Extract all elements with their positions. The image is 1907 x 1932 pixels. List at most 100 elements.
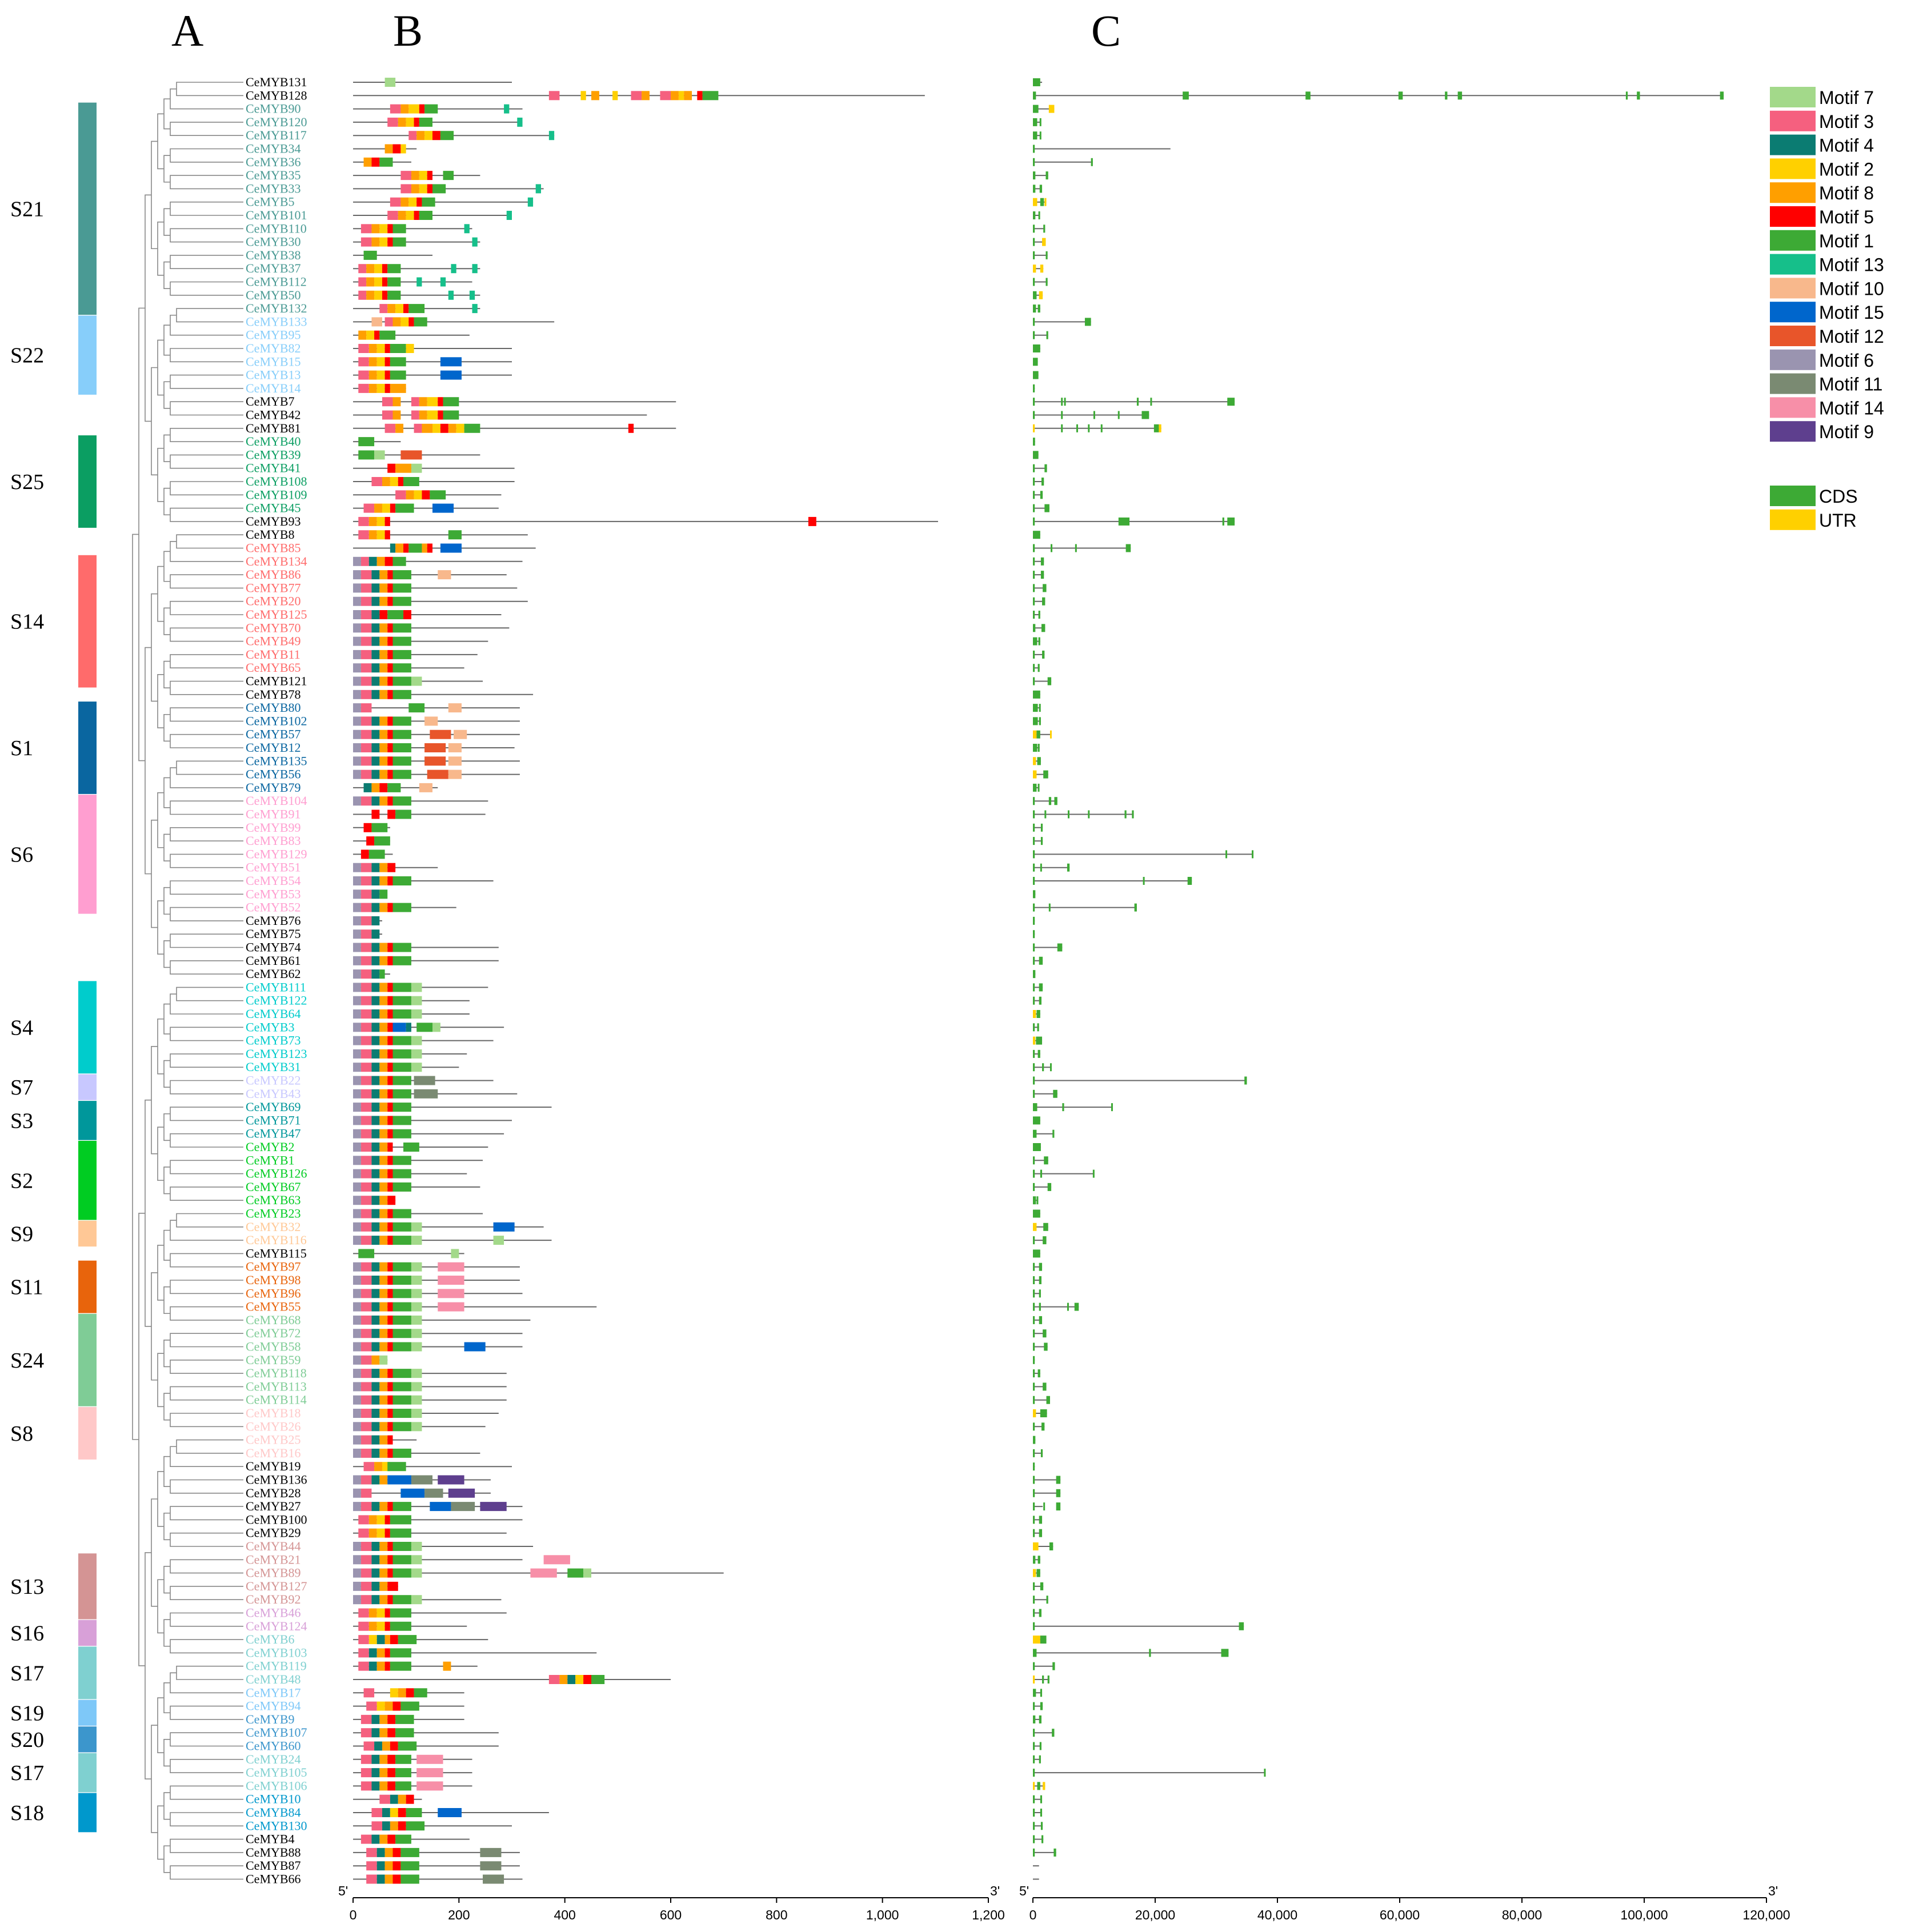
tree-branch — [170, 454, 243, 469]
motif-row — [353, 1648, 597, 1658]
cds-block — [1037, 304, 1040, 313]
cds-block — [1033, 1729, 1035, 1737]
cds-block — [1033, 983, 1035, 992]
cds-block — [1141, 411, 1149, 419]
gene-label: CeMYB69 — [246, 1100, 301, 1114]
motif-box — [493, 1222, 515, 1232]
gene-label: CeMYB5 — [246, 195, 295, 209]
structure-row — [1033, 198, 1047, 206]
gene-label: CeMYB102 — [246, 714, 307, 728]
tree-branch — [163, 1512, 170, 1541]
gene-label: CeMYB116 — [246, 1233, 307, 1247]
motif-box — [392, 623, 411, 633]
motif-box — [376, 530, 385, 540]
cds-block — [1040, 1449, 1043, 1457]
gene-label: CeMYB74 — [246, 940, 301, 955]
motif-box — [379, 224, 388, 234]
motif-box — [360, 796, 372, 806]
motif-row — [353, 1276, 520, 1285]
structure-row — [1033, 1516, 1043, 1524]
tree-branch — [157, 674, 164, 728]
motif-box — [371, 1382, 380, 1392]
gene-label: CeMYB130 — [246, 1818, 307, 1833]
motif-box — [384, 1861, 393, 1871]
motif-box — [360, 1063, 372, 1072]
motif-box — [353, 1209, 361, 1218]
motif-box — [697, 91, 703, 101]
cds-block — [1033, 238, 1035, 246]
cds-block — [1040, 1169, 1043, 1178]
motif-box — [443, 410, 459, 420]
motif-row — [353, 1156, 483, 1165]
motif-box — [392, 996, 411, 1005]
motif-row — [353, 663, 464, 673]
motif-box — [379, 1156, 388, 1165]
tree-branch — [163, 833, 170, 861]
motif-box — [406, 211, 414, 220]
motif-row — [353, 1329, 523, 1338]
gene-label: CeMYB118 — [246, 1366, 307, 1380]
motif-box — [371, 1754, 380, 1764]
cds-block — [1221, 1649, 1229, 1657]
gene-label: CeMYB16 — [246, 1446, 301, 1460]
subgroup-label: S8 — [10, 1422, 33, 1446]
cds-block — [1033, 1302, 1035, 1311]
tree-branch — [163, 1792, 170, 1820]
cds-block — [1033, 318, 1035, 326]
structure-row — [1033, 916, 1035, 925]
motif-box — [371, 1542, 380, 1551]
cds-block — [1039, 1262, 1043, 1271]
cds-block — [1033, 1702, 1035, 1710]
motif-box — [379, 676, 388, 686]
structure-row — [1033, 1502, 1061, 1511]
structure-row — [1033, 597, 1045, 606]
cds-block — [1036, 730, 1040, 739]
motif-row — [353, 304, 480, 314]
tree-branch — [170, 1253, 243, 1268]
utr-block — [1033, 1569, 1036, 1577]
cds-block — [1033, 78, 1040, 86]
motif-box — [353, 956, 361, 965]
motif-box — [360, 1595, 372, 1605]
cds-block — [1124, 810, 1127, 819]
panel-letter-c: C — [1091, 6, 1121, 55]
cds-block — [1153, 424, 1159, 432]
motif-box — [360, 756, 372, 766]
gene-label: CeMYB136 — [246, 1473, 307, 1487]
cds-block — [1053, 1848, 1056, 1857]
motif-box — [411, 1236, 422, 1245]
cds-block — [1043, 770, 1048, 779]
cds-block — [1043, 584, 1047, 592]
tree-branch — [170, 680, 243, 695]
structure-row — [1033, 1662, 1055, 1670]
cds-block — [1037, 1556, 1040, 1564]
motif-row — [353, 610, 502, 619]
motif-box — [480, 1847, 502, 1857]
structure-row — [1033, 264, 1044, 273]
motif-box — [408, 543, 422, 553]
tree-branch — [163, 660, 170, 688]
motif-box — [387, 1781, 396, 1791]
motif-row — [353, 144, 417, 154]
motif-box — [371, 676, 380, 686]
motif-box — [387, 1182, 393, 1192]
subgroup-bar — [78, 1726, 97, 1753]
motif-row — [353, 1581, 398, 1591]
cds-block — [1222, 517, 1224, 526]
motif-box — [360, 1488, 372, 1498]
gene-label: CeMYB21 — [246, 1552, 301, 1566]
motif-box — [387, 1262, 393, 1272]
motif-row — [353, 809, 486, 819]
motif-box — [408, 703, 425, 713]
motif-box — [392, 1315, 411, 1325]
motif-box — [387, 1156, 393, 1165]
motif-box — [379, 1289, 388, 1298]
tree-branch — [163, 551, 170, 582]
motif-box — [416, 197, 422, 207]
tree-branch — [170, 348, 243, 363]
gene-label: CeMYB101 — [246, 208, 307, 222]
motif-row — [353, 224, 472, 234]
motif-box — [379, 996, 388, 1005]
subgroup-label: S9 — [10, 1222, 33, 1246]
motif-box — [390, 1821, 398, 1831]
